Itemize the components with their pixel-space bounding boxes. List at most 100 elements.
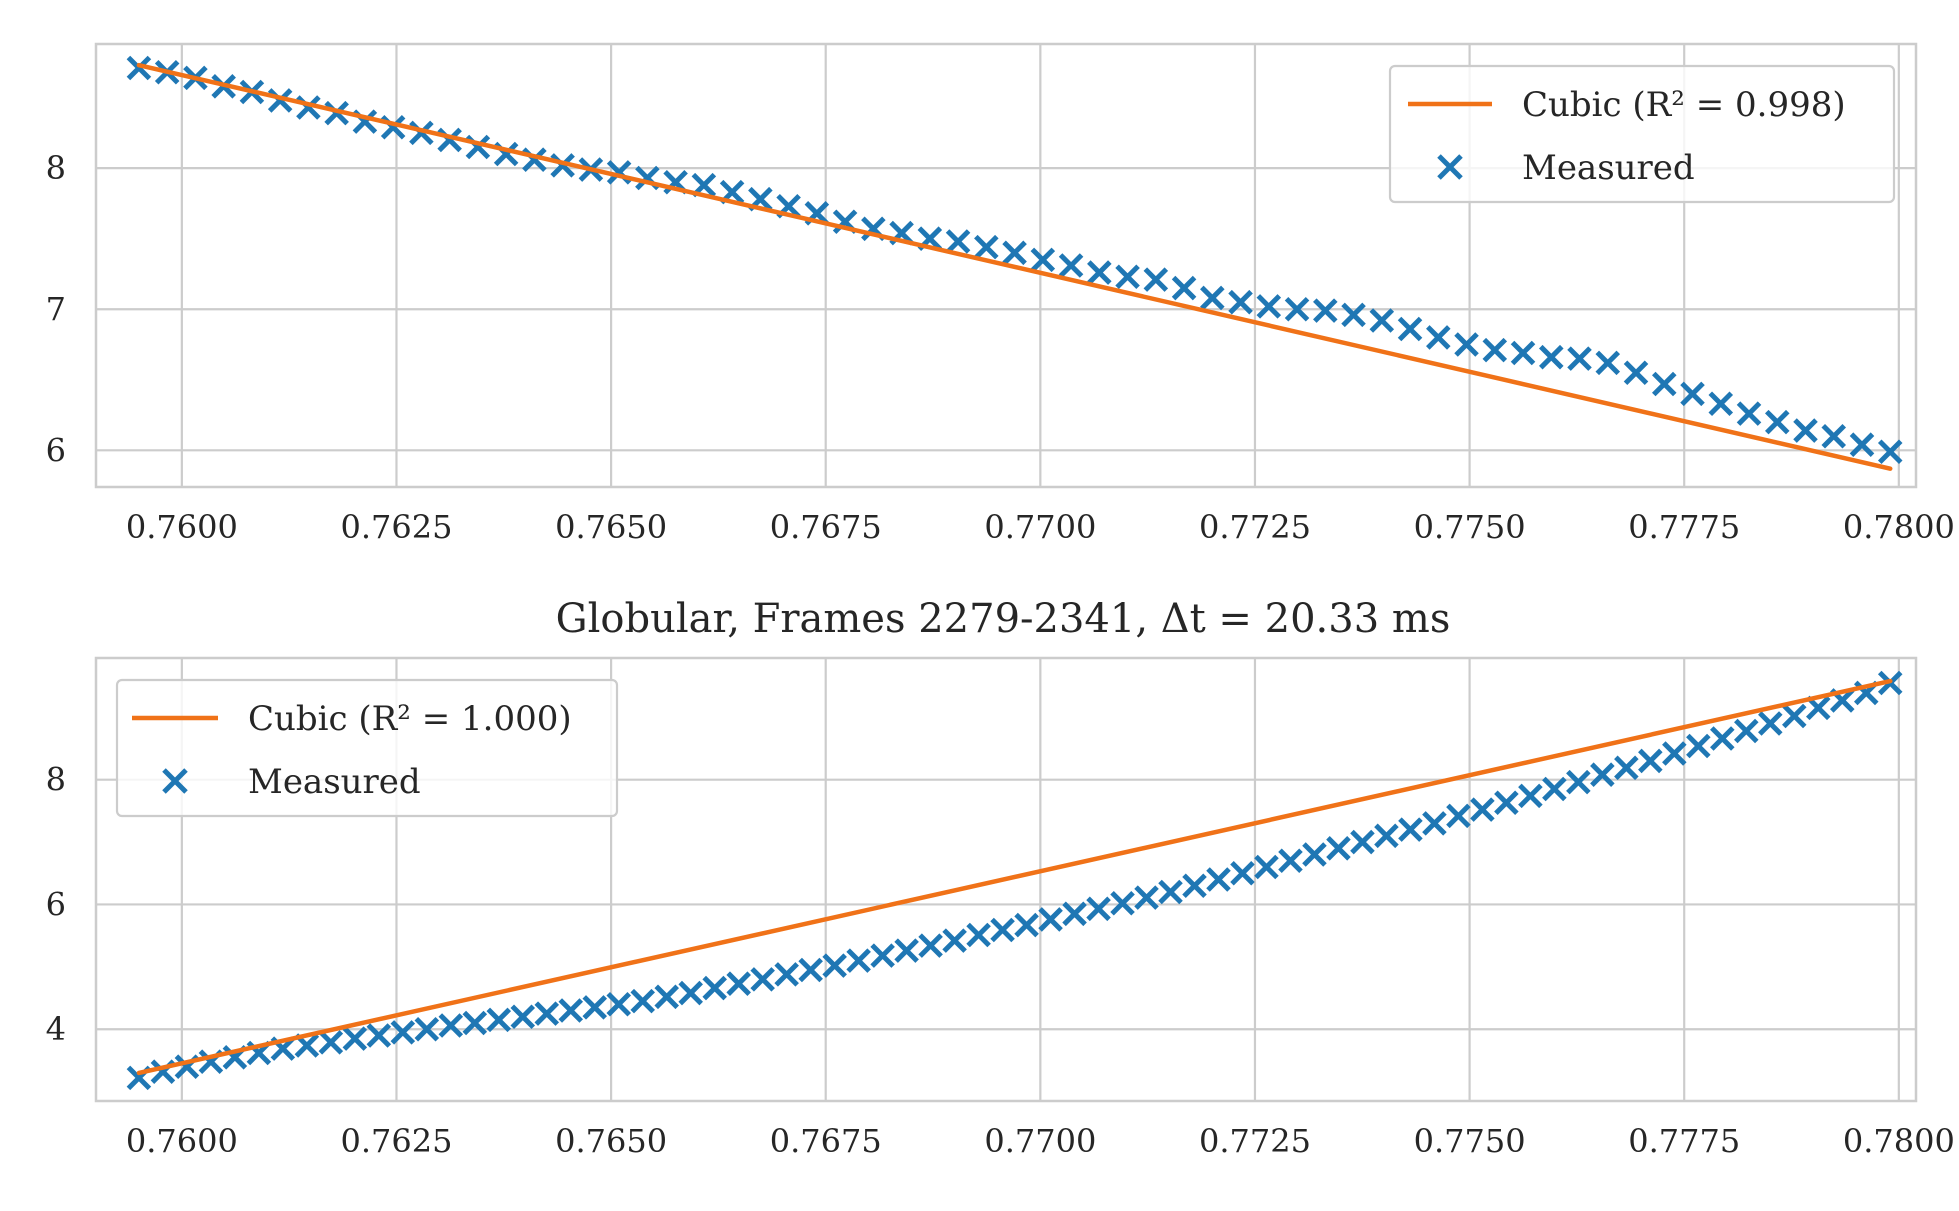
measured-point (1278, 848, 1303, 874)
x-tick-label: 0.7750 (1414, 1122, 1526, 1160)
measured-point (1422, 811, 1447, 836)
legend: Cubic (R² = 1.000) Measured (115, 678, 619, 818)
measured-point (1002, 240, 1027, 266)
y-tick-label: 6 (46, 431, 66, 469)
measured-point (1058, 253, 1084, 278)
measured-point (678, 980, 703, 1006)
measured-point (1736, 401, 1762, 426)
measured-point (1566, 769, 1591, 795)
y-tick-label: 8 (46, 761, 66, 799)
measured-point (550, 153, 575, 178)
measured-point (1398, 817, 1423, 842)
data-marks (126, 670, 1903, 1091)
x-tick-label: 0.7800 (1843, 1122, 1955, 1160)
x-tick-labels: 0.7600 0.7625 0.7650 0.7675 0.7700 0.7725 0.77… (126, 1122, 1955, 1160)
x-tick-label: 0.7650 (555, 508, 667, 546)
legend-label-measured: Measured (1522, 148, 1695, 188)
measured-point (846, 948, 871, 973)
measured-point (1230, 860, 1255, 886)
x-tick-label: 0.7675 (770, 508, 882, 546)
measured-point (1341, 302, 1366, 328)
measured-point (1228, 289, 1253, 315)
measured-point (1542, 776, 1567, 802)
measured-point (1539, 344, 1564, 370)
measured-point (798, 957, 823, 983)
measured-point (1662, 741, 1687, 766)
measured-point (1369, 308, 1395, 333)
measured-point (1782, 703, 1807, 729)
measured-point (1171, 275, 1197, 301)
measured-point (342, 1026, 368, 1051)
measured-point (1038, 907, 1063, 932)
measured-point (1849, 432, 1875, 457)
measured-point (1623, 360, 1649, 385)
measured-point (870, 943, 895, 968)
x-tick-label: 0.7725 (1199, 1122, 1311, 1160)
measured-point (1284, 296, 1310, 322)
measured-point (409, 120, 434, 146)
measured-point (1030, 247, 1056, 273)
measured-point (1638, 748, 1663, 774)
legend-label-fit: Cubic (R² = 1.000) (248, 699, 572, 739)
x-tick-label: 0.7700 (984, 1122, 1096, 1160)
measured-point (1595, 350, 1621, 376)
measured-point (1134, 885, 1159, 910)
measured-point (126, 55, 152, 81)
measured-point (324, 100, 349, 126)
x-tick-label: 0.7675 (770, 1122, 882, 1160)
measured-point (945, 229, 971, 254)
legend-label-fit: Cubic (R² = 0.998) (1522, 85, 1846, 125)
measured-point (1764, 409, 1790, 435)
measured-point (1182, 873, 1207, 899)
axes-frame (94, 42, 1918, 489)
legend-box (1388, 64, 1896, 204)
measured-point (390, 1020, 416, 1045)
measured-point (1590, 762, 1615, 787)
cubic-fit-line (136, 678, 1893, 1076)
chart-panel-bottom: 0.7600 0.7625 0.7650 0.7675 0.7700 0.7725 0.77… (46, 656, 1955, 1160)
measured-point (990, 917, 1015, 943)
measured-point (966, 922, 991, 948)
measured-point (558, 998, 584, 1023)
measured-point (702, 975, 727, 1001)
measured-point (918, 933, 943, 958)
measured-point (1110, 890, 1135, 916)
measured-point (1313, 298, 1338, 323)
legend: Cubic (R² = 0.998) Measured (1388, 64, 1896, 204)
measured-point (1680, 381, 1705, 407)
measured-point (1518, 783, 1543, 809)
legend-box (115, 678, 619, 818)
measured-point (1652, 371, 1677, 397)
measured-point (1708, 391, 1734, 417)
x-tick-label: 0.7600 (126, 508, 238, 546)
measured-point (462, 1010, 488, 1036)
x-tick-label: 0.7775 (1628, 508, 1740, 546)
measured-point (630, 988, 655, 1014)
measured-point (1302, 842, 1327, 867)
measured-point (534, 1001, 560, 1026)
measured-point (1470, 797, 1495, 822)
legend-x-marker (162, 768, 188, 794)
x-tick-label: 0.7650 (555, 1122, 667, 1160)
x-tick-label: 0.7600 (126, 1122, 238, 1160)
measured-point (1734, 718, 1759, 744)
measured-point (1326, 836, 1351, 861)
measured-point (1087, 260, 1112, 285)
x-tick-label: 0.7625 (340, 508, 452, 546)
x-tick-labels: 0.7600 0.7625 0.7650 0.7675 0.7700 0.7725 0.77… (126, 508, 1955, 546)
measured-point (1494, 790, 1519, 816)
measured-point (438, 1013, 464, 1038)
y-tick-labels: 6 7 8 (46, 149, 66, 469)
legend-x-marker (1437, 154, 1463, 180)
measured-point (654, 984, 679, 1010)
chart-title: Globular, Frames 2279-2341, Δt = 20.33 m… (556, 596, 1451, 642)
measured-point (1446, 803, 1471, 829)
measured-point (1115, 264, 1140, 290)
x-tick-label: 0.7800 (1843, 508, 1955, 546)
x-tick-label: 0.7625 (340, 1122, 452, 1160)
x-tick-label: 0.7700 (984, 508, 1096, 546)
measured-point (1758, 711, 1783, 736)
measured-point (1821, 423, 1847, 449)
y-tick-label: 7 (46, 290, 66, 328)
